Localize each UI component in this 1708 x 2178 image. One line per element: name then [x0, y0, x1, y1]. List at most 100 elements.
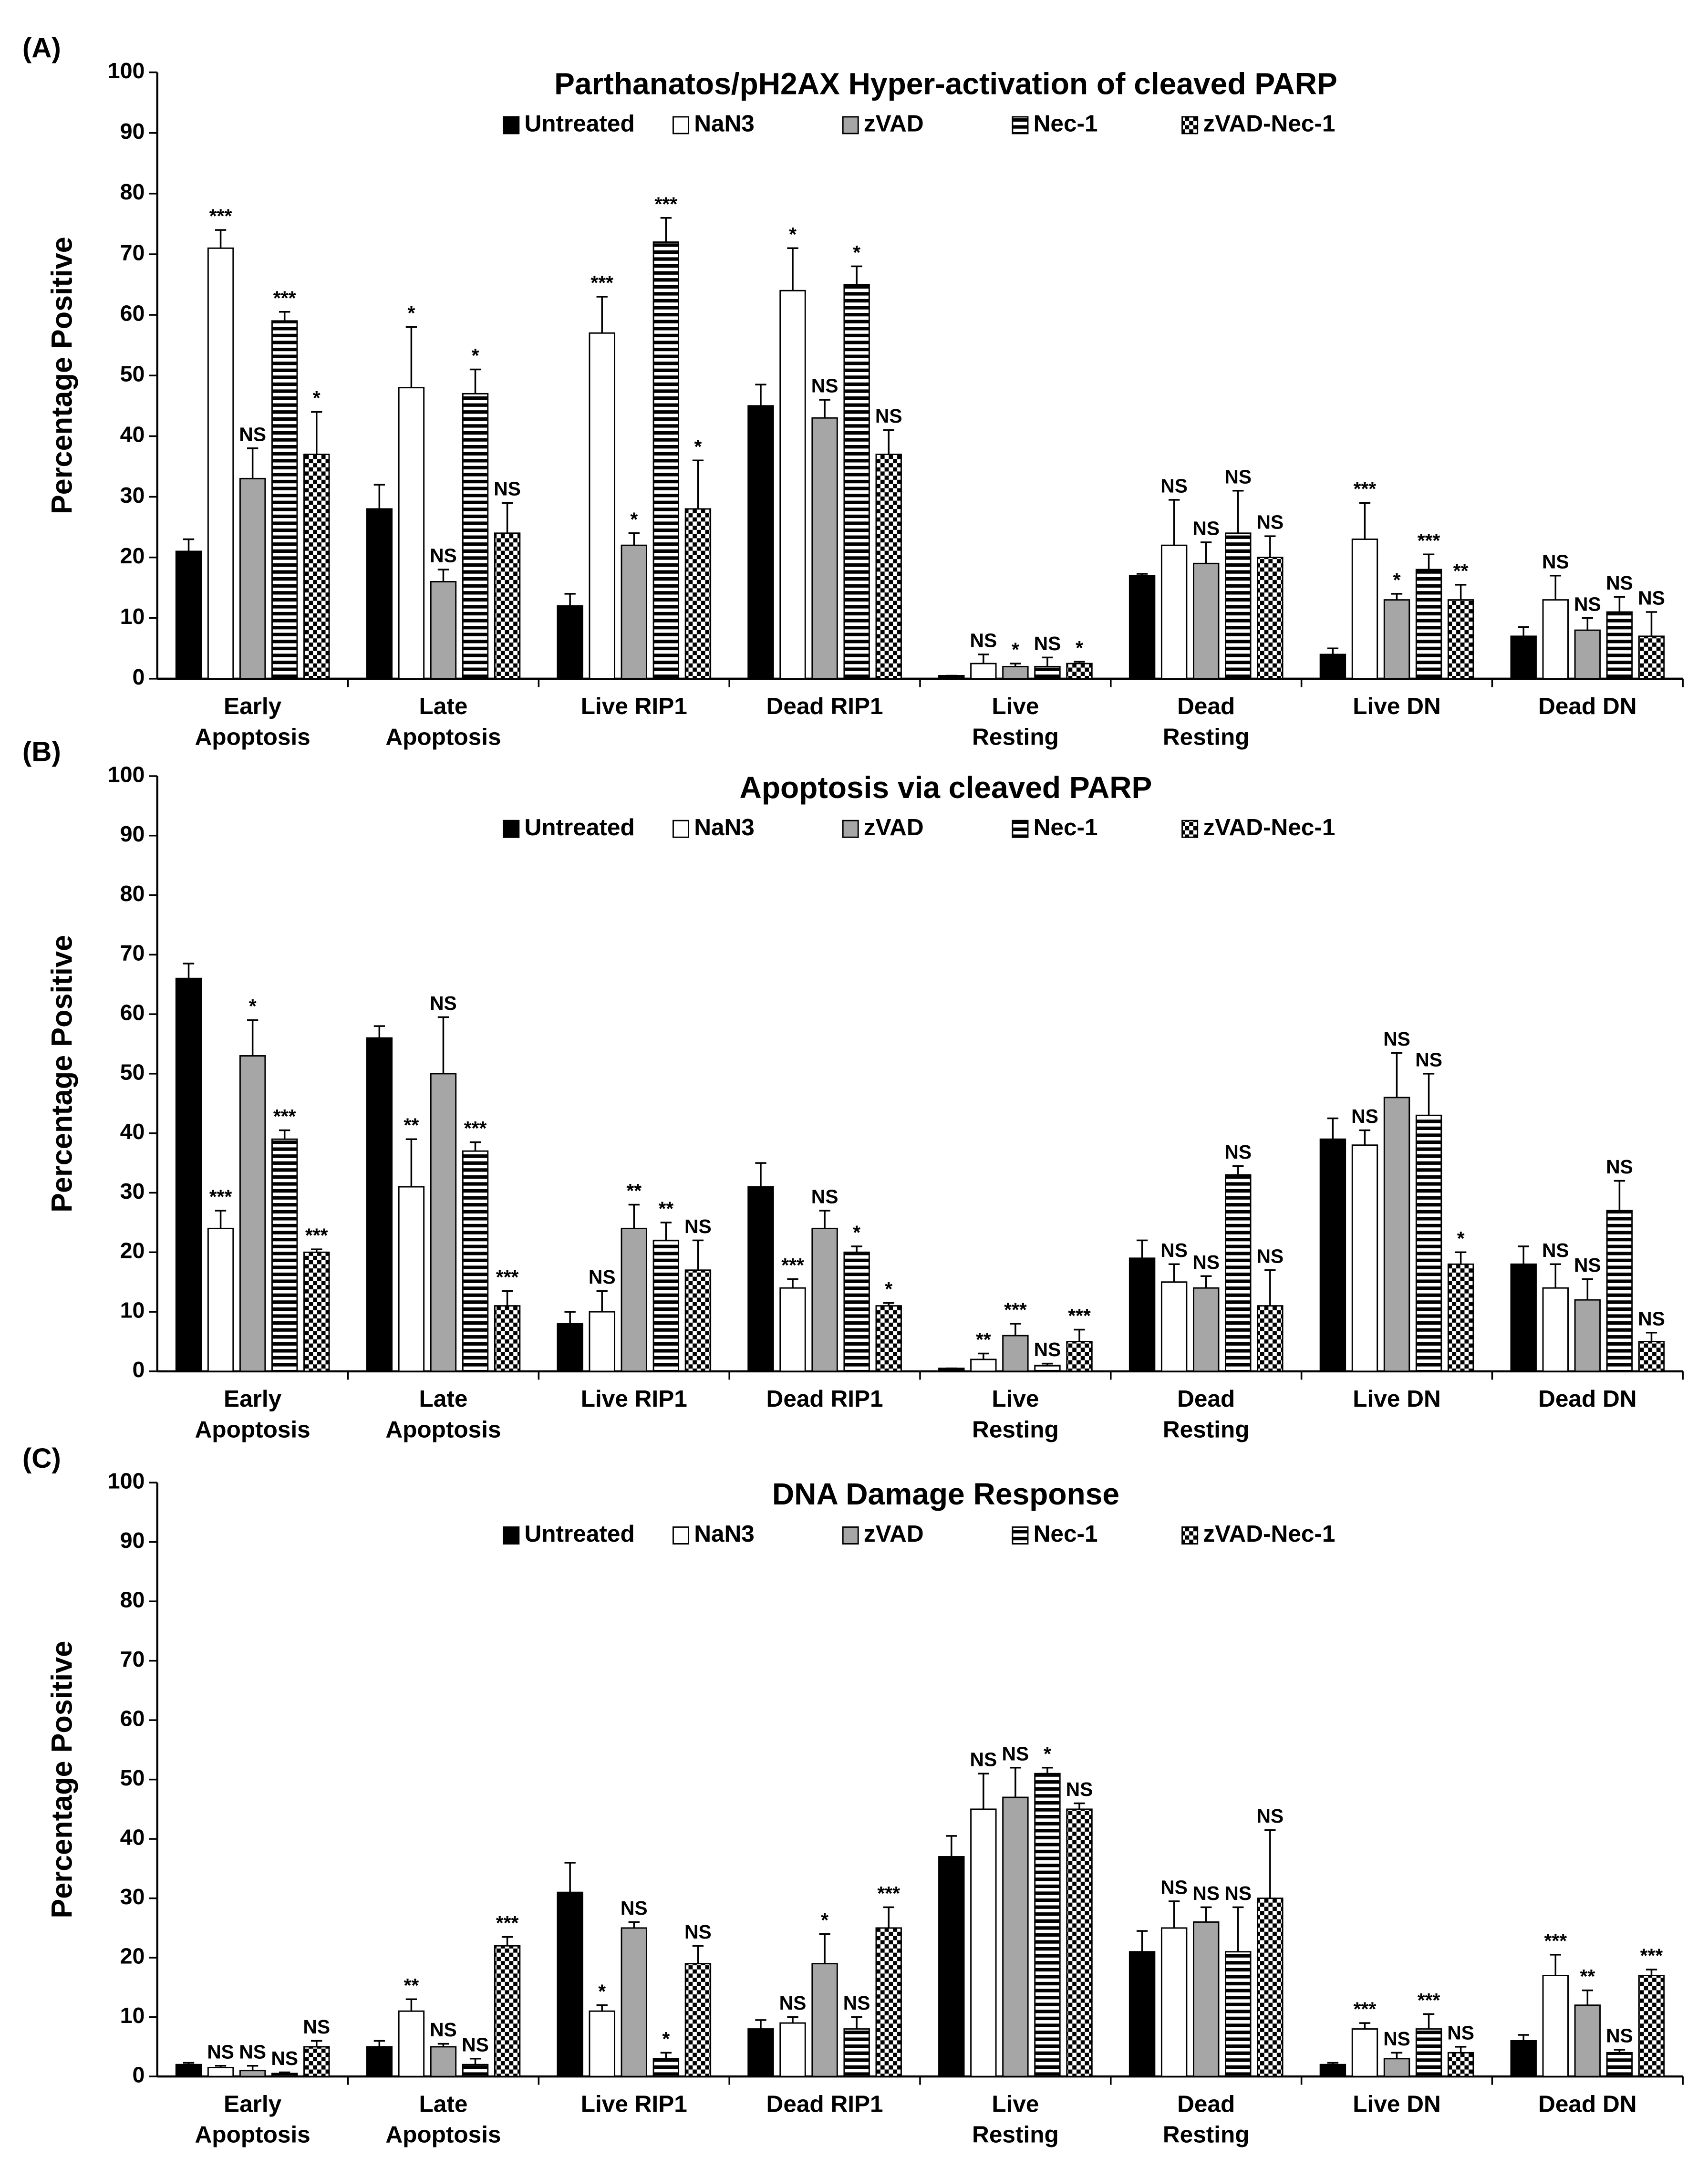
- significance-label: NS: [1192, 517, 1220, 539]
- x-tick-label: Apoptosis: [195, 1416, 311, 1442]
- error-bar: [1136, 573, 1148, 576]
- significance-label: NS: [1224, 466, 1252, 487]
- error-bar: [1074, 1328, 1085, 1342]
- significance-label: NS: [1192, 1251, 1220, 1273]
- x-tick-label: Live RIP1: [581, 693, 687, 719]
- error-bar: [1010, 1323, 1021, 1336]
- error-bar: [596, 2004, 608, 2012]
- legend-label: NaN3: [694, 1520, 755, 1547]
- bar: [779, 290, 806, 680]
- error-bar: [501, 1290, 513, 1306]
- significance-label: *: [249, 995, 257, 1017]
- significance-label: NS: [1256, 511, 1284, 533]
- error-bar: [1264, 1829, 1276, 1898]
- legend-swatch: [842, 819, 859, 838]
- error-bar: [1455, 1251, 1467, 1265]
- error-bar: [851, 1245, 862, 1253]
- bar: [1002, 1335, 1029, 1372]
- significance-label: *: [1393, 569, 1401, 591]
- significance-label: NS: [1638, 587, 1665, 609]
- error-bar: [1264, 535, 1276, 558]
- x-tick-label: Late: [419, 693, 468, 719]
- error-bar: [946, 1835, 957, 1857]
- significance-label: NS: [1606, 2025, 1633, 2047]
- significance-label: *: [694, 436, 702, 457]
- error-bar: [1518, 626, 1529, 636]
- significance-label: *: [1457, 1227, 1465, 1249]
- significance-label: NS: [494, 478, 521, 500]
- x-tick-label: Resting: [972, 2121, 1059, 2148]
- chart-title: Parthanatos/pH2AX Hyper-activation of cl…: [554, 67, 1337, 101]
- bar: [621, 1227, 647, 1372]
- error-bar: [755, 1162, 766, 1187]
- bar: [366, 1037, 393, 1372]
- legend-label: Untreated: [524, 1520, 634, 1547]
- y-tick-label: 100: [108, 762, 145, 787]
- bar: [239, 1055, 266, 1372]
- y-axis-label: Percentage Positive: [46, 237, 78, 514]
- legend-label: Nec-1: [1034, 1520, 1098, 1547]
- error-bar: [1010, 663, 1021, 667]
- significance-label: ***: [209, 1185, 232, 1207]
- panel: (A) Percentage Positive Parthanatos/pH2AX …: [22, 32, 1684, 750]
- legend-swatch: [1012, 116, 1029, 135]
- x-tick-label: Live RIP1: [581, 1385, 687, 1412]
- chart-title: Apoptosis via cleaved PARP: [740, 770, 1152, 805]
- bar: [811, 1227, 838, 1372]
- bar: [494, 1945, 521, 2077]
- significance-label: **: [658, 1197, 673, 1219]
- x-tick-label: Live: [992, 1385, 1039, 1412]
- y-tick-label: 20: [120, 543, 145, 568]
- y-tick-label: 10: [120, 604, 145, 629]
- y-axis-label: Percentage Positive: [46, 1641, 78, 1919]
- legend-label: Nec-1: [1034, 814, 1098, 840]
- y-tick-label: 40: [120, 1825, 145, 1849]
- legend-label: Nec-1: [1034, 110, 1098, 137]
- bar: [1002, 665, 1029, 680]
- bar: [1510, 635, 1537, 680]
- error-bar: [311, 1248, 322, 1253]
- bar: [1319, 1138, 1346, 1372]
- bar: [843, 284, 870, 680]
- error-bar: [1391, 2052, 1403, 2059]
- y-tick-label: 90: [120, 1528, 145, 1553]
- bar: [1128, 1257, 1156, 1372]
- error-bar: [1359, 2022, 1371, 2029]
- significance-label: ***: [877, 1882, 900, 1904]
- bar: [303, 2046, 330, 2077]
- error-bar: [1074, 661, 1085, 664]
- error-bar: [1646, 1969, 1657, 1976]
- bar: [684, 1963, 712, 2077]
- error-bar: [1646, 1332, 1657, 1342]
- significance-label: NS: [970, 630, 997, 652]
- bar: [1034, 1364, 1061, 1372]
- bar: [1257, 557, 1284, 680]
- significance-label: NS: [621, 1897, 648, 1919]
- y-tick-label: 60: [120, 1000, 145, 1025]
- legend-swatch: [673, 116, 689, 135]
- significance-label: NS: [684, 1921, 712, 1943]
- y-tick-label: 60: [120, 301, 145, 325]
- y-tick-label: 100: [108, 58, 145, 83]
- error-bar: [1359, 1129, 1371, 1145]
- significance-label: NS: [462, 2033, 489, 2055]
- legend-label: Untreated: [524, 110, 634, 137]
- x-tick-label: Dead RIP1: [766, 693, 883, 719]
- bar: [970, 1808, 997, 2077]
- bar: [1128, 1951, 1156, 2077]
- error-bar: [1327, 2062, 1339, 2065]
- significance-label: **: [404, 1114, 419, 1136]
- error-bar: [596, 1290, 608, 1312]
- error-bar: [501, 502, 513, 533]
- y-tick-label: 80: [120, 1587, 145, 1612]
- bar: [1225, 1174, 1252, 1372]
- bar: [303, 1251, 330, 1372]
- error-bar: [692, 1239, 704, 1270]
- y-tick-label: 90: [120, 119, 145, 144]
- y-tick-label: 70: [120, 240, 145, 265]
- y-tick-label: 50: [120, 1765, 145, 1790]
- error-bar: [437, 569, 449, 582]
- y-tick-label: 70: [120, 941, 145, 965]
- x-tick-label: Resting: [972, 1416, 1059, 1442]
- error-bar: [1550, 575, 1561, 600]
